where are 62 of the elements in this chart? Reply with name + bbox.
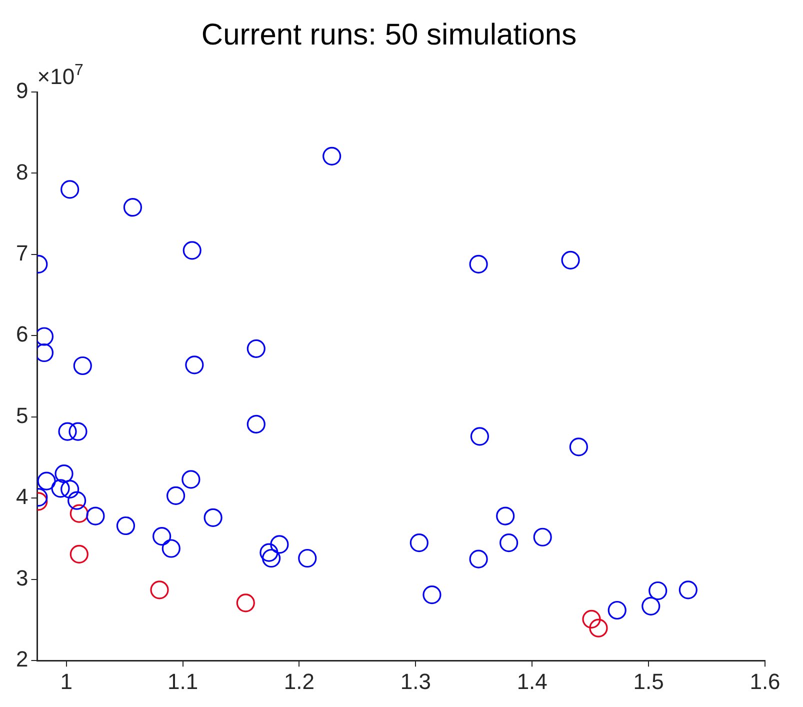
point (262, 548, 281, 568)
point (642, 596, 660, 616)
point (470, 427, 490, 446)
chart-title: Current runs: 50 simulations (201, 18, 577, 52)
point (246, 414, 266, 434)
point (152, 527, 172, 546)
y-tick-label: 4 (16, 484, 28, 510)
x-tick-label: 1.5 (633, 668, 664, 694)
point (422, 586, 442, 604)
y-tick-label: 5 (16, 402, 28, 428)
point (60, 180, 80, 199)
point (569, 438, 588, 456)
point (204, 508, 222, 527)
y-tick-label: 7 (16, 240, 28, 266)
point (166, 486, 186, 506)
point (86, 506, 105, 526)
point (58, 422, 77, 441)
x-tick-label: 1.3 (400, 668, 431, 694)
point (54, 464, 74, 484)
y-tick-label: 9 (16, 78, 28, 104)
point (246, 339, 266, 358)
point (185, 356, 204, 374)
y-tick-label: 8 (16, 159, 28, 184)
point (608, 600, 626, 620)
x-tick-label: 1.4 (516, 668, 548, 694)
x-tick-label: 1 (60, 668, 72, 694)
point (162, 539, 180, 558)
point (236, 594, 255, 612)
point (150, 580, 169, 600)
point (678, 580, 698, 600)
y-tick-label: 3 (16, 565, 28, 590)
point (589, 618, 608, 638)
point (182, 241, 202, 260)
point (68, 491, 86, 510)
point (123, 198, 142, 217)
point (582, 610, 601, 628)
point (533, 528, 552, 546)
point (469, 254, 488, 274)
point (70, 544, 88, 564)
point (410, 534, 428, 552)
point (37, 472, 56, 490)
point (68, 422, 88, 441)
point (496, 506, 515, 526)
point (51, 479, 70, 498)
point (73, 356, 92, 376)
point (469, 550, 488, 568)
point (298, 548, 317, 568)
x-tick-label: 1.1 (167, 668, 198, 694)
point (322, 146, 342, 166)
point (60, 480, 80, 499)
point (116, 516, 136, 536)
point (648, 581, 668, 600)
point (70, 504, 88, 523)
x-tick-label: 1.2 (284, 668, 315, 694)
point (500, 534, 518, 552)
x-tick-label: 1.6 (750, 668, 780, 694)
point (561, 250, 580, 270)
y-tick-label: 2 (16, 646, 28, 672)
point (260, 543, 278, 562)
point (270, 535, 289, 554)
point (182, 470, 200, 489)
y-tick-label: 6 (16, 322, 28, 347)
